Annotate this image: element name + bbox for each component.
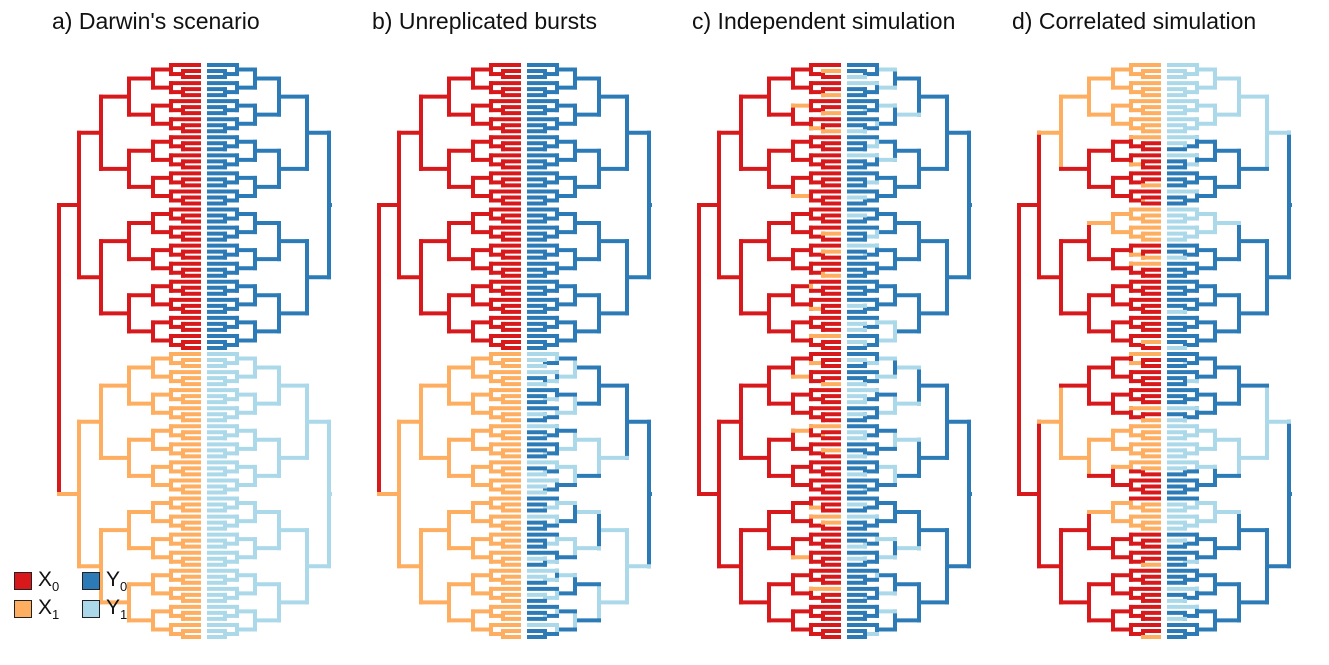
swatch-x1 (14, 600, 32, 618)
swatch-y0 (82, 572, 100, 590)
swatch-y1 (82, 600, 100, 618)
panel-title: a) Darwin's scenario (52, 8, 260, 34)
legend-item-y0: Y0 (82, 568, 127, 594)
mirrored-phylogeny-b (377, 58, 652, 644)
legend-item-x1: X1 (14, 596, 59, 622)
panel-title: d) Correlated simulation (1012, 8, 1257, 34)
panel-a: a) Darwin's scenario (12, 0, 332, 665)
swatch-x0 (14, 572, 32, 590)
legend: X0 Y0 X1 Y1 (14, 566, 154, 626)
panel-b: b) Unreplicated bursts (332, 0, 652, 665)
mirrored-phylogeny-c (697, 58, 972, 644)
panel-d: d) Correlated simulation (972, 0, 1292, 665)
panel-title: c) Independent simulation (692, 8, 956, 34)
mirrored-phylogeny-d (1017, 58, 1292, 644)
panel-title: b) Unreplicated bursts (372, 8, 597, 34)
legend-item-x0: X0 (14, 568, 59, 594)
legend-item-y1: Y1 (82, 596, 127, 622)
panel-c: c) Independent simulation (652, 0, 972, 665)
mirrored-phylogeny-a (57, 58, 332, 644)
